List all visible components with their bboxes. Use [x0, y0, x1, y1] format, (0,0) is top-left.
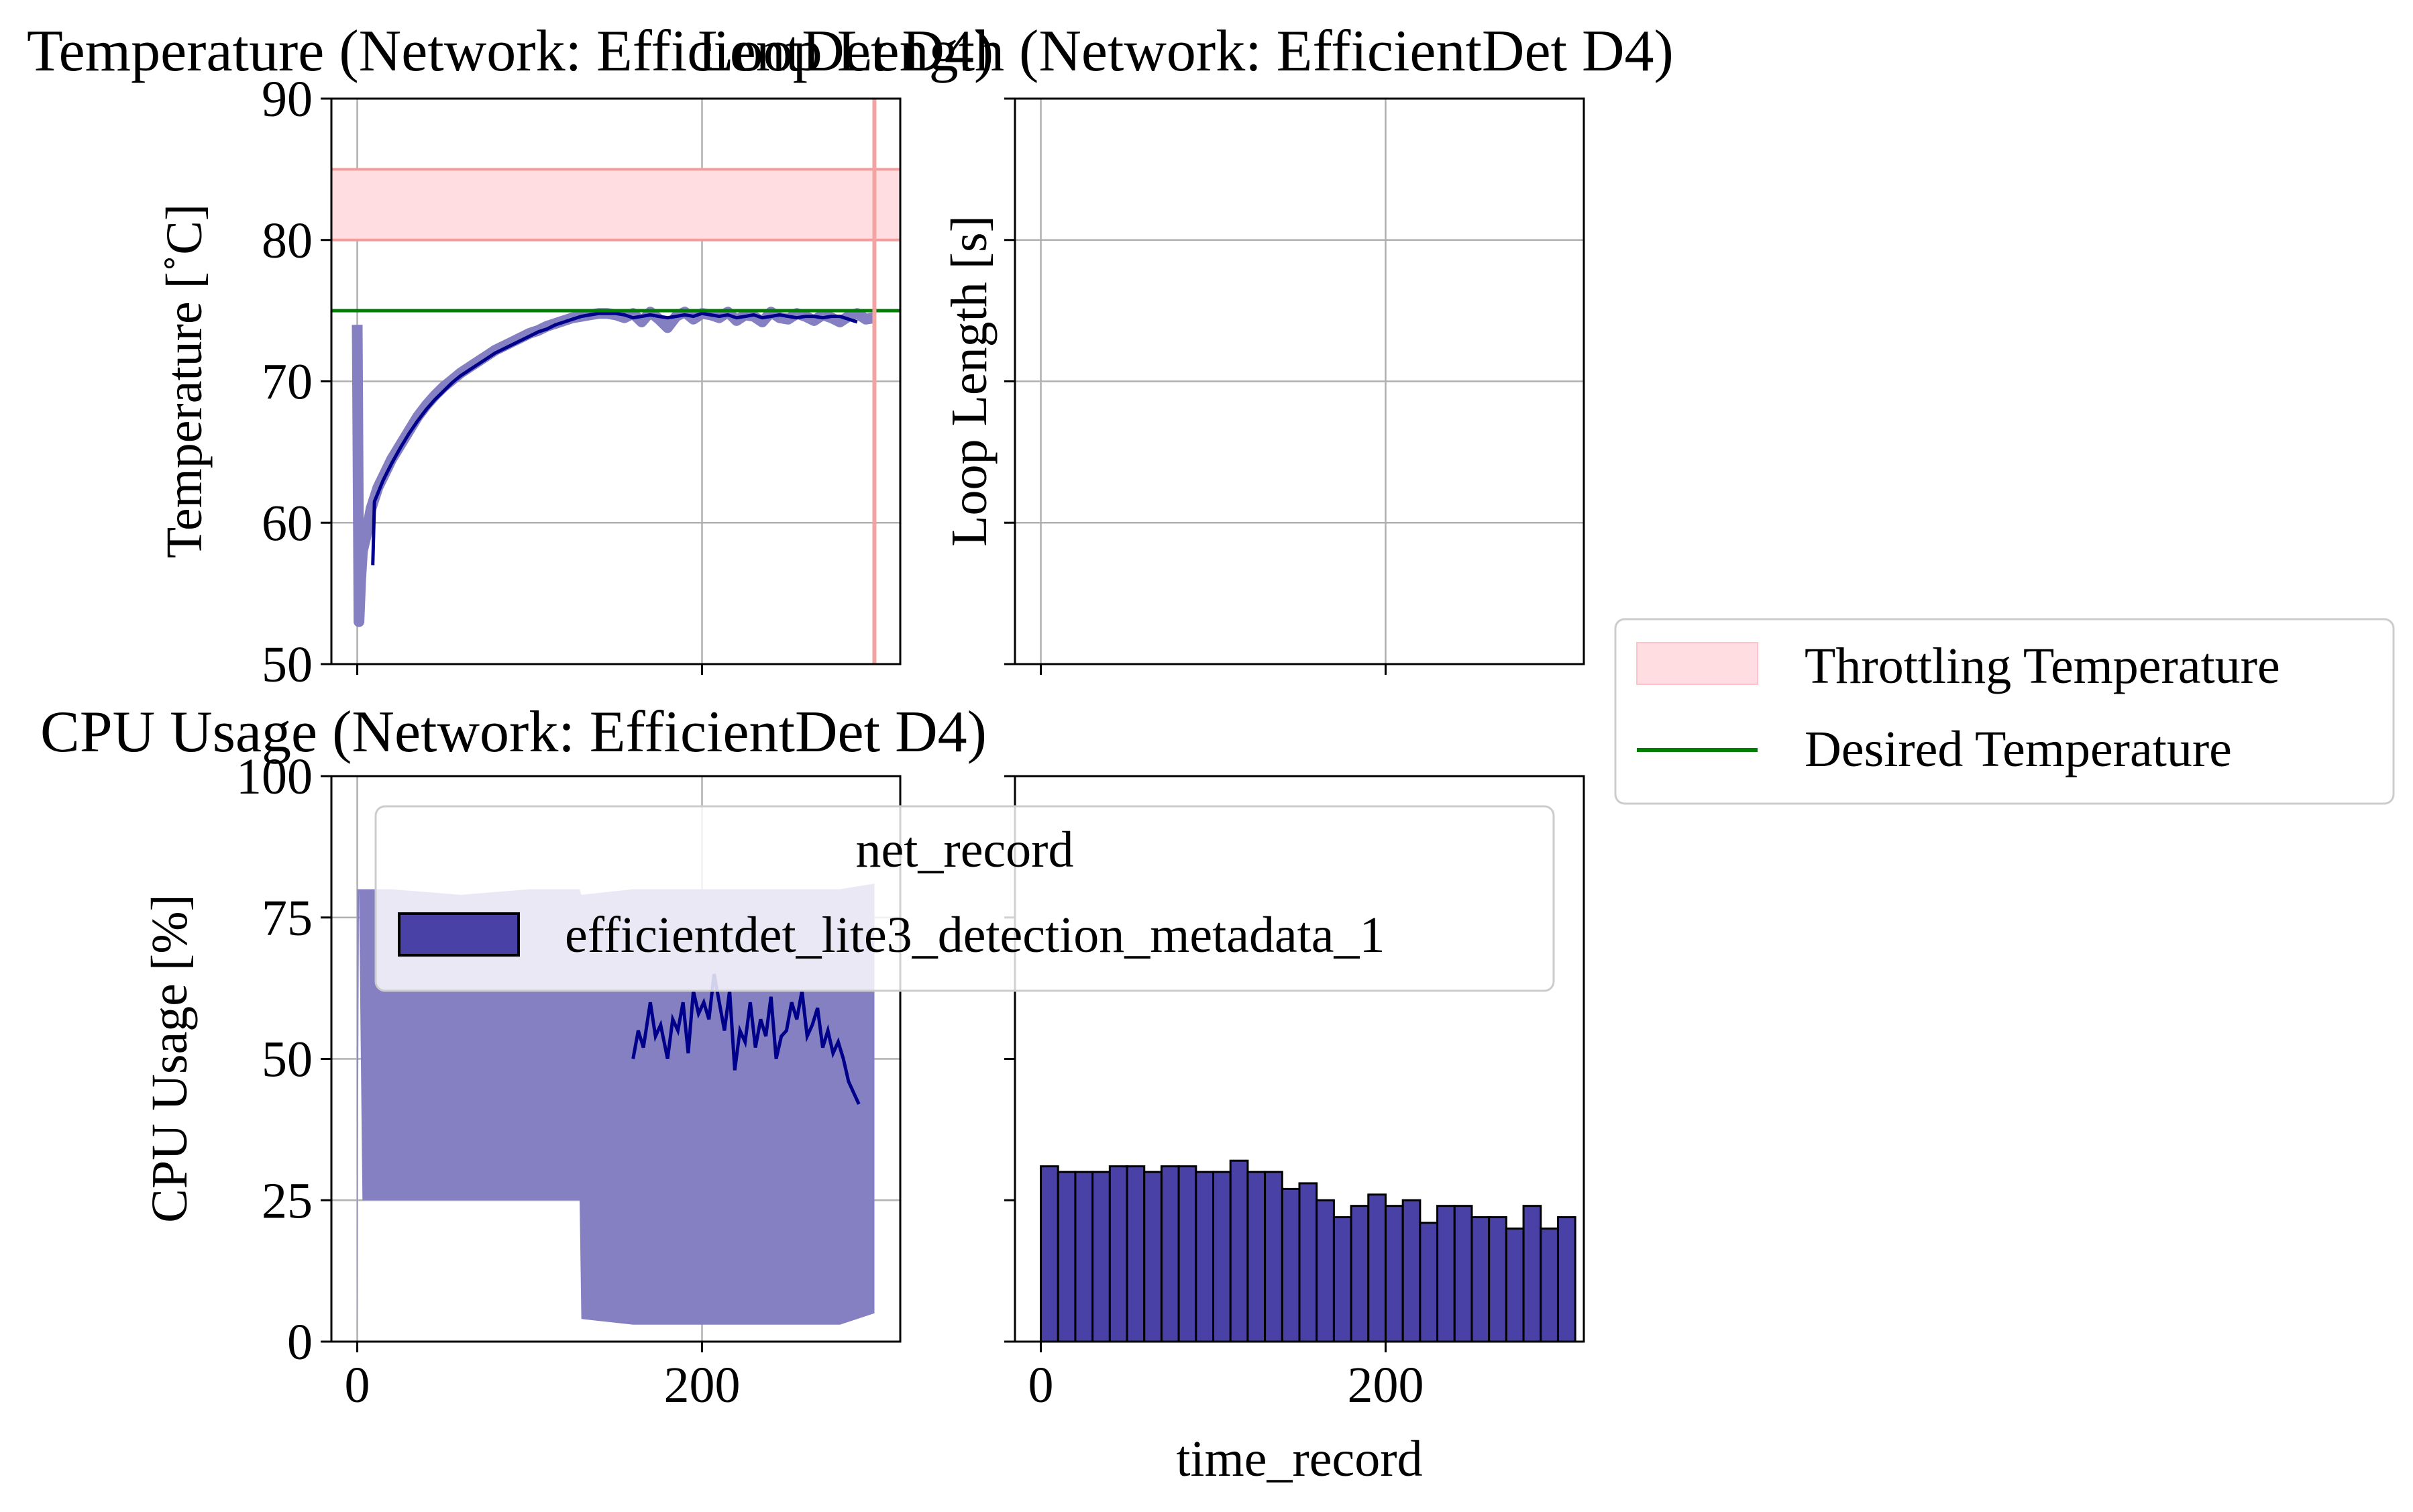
net-record-legend-label: efficientdet_lite3_detection_metadata_1: [565, 907, 1385, 963]
histogram-bar: [1419, 1222, 1439, 1343]
histogram-ticks: 0 200: [1004, 775, 1424, 1413]
histogram-bar: [1384, 1205, 1404, 1343]
temperature-panel: 50 60 70 80 90 Temperature [˚C] Temperature …: [27, 19, 994, 693]
desired-temperature-legend-label: Desired Temperature: [1805, 721, 2232, 777]
temperature-y-tick-label: 90: [262, 71, 313, 127]
loop-length-panel: Loop Length [s] Loop Length (Network: Ef…: [698, 19, 1674, 675]
loop-length-y-axis-label: Loop Length [s]: [941, 215, 998, 547]
histogram-bar: [1195, 1171, 1215, 1343]
temperature-ticks: 50 60 70 80 90: [262, 71, 703, 693]
histogram-bar: [1522, 1205, 1542, 1343]
histogram-bar: [1332, 1216, 1352, 1343]
histogram-bar: [1436, 1205, 1456, 1343]
histogram-bar: [1540, 1227, 1559, 1343]
cpu-usage-smoothed-series: [631, 973, 861, 1105]
histogram-bar: [1281, 1187, 1301, 1343]
loop-length-ticks: [1004, 97, 1387, 675]
histogram-bar: [1488, 1216, 1507, 1343]
histogram-bar: [1091, 1171, 1111, 1343]
histogram-bar: [1177, 1165, 1197, 1343]
histogram-bar: [1350, 1205, 1370, 1343]
cpu-usage-x-tick-label: 0: [345, 1357, 370, 1413]
cpu-usage-y-tick-label: 50: [262, 1032, 313, 1088]
histogram-bar: [1401, 1199, 1422, 1343]
histogram-bar: [1505, 1227, 1525, 1343]
histogram-bar: [1264, 1171, 1283, 1343]
net-record-legend-swatch: [398, 912, 520, 957]
cpu-usage-ticks: 0 200 0 25 50 75 100: [236, 749, 740, 1413]
temperature-y-tick-label: 70: [262, 354, 313, 411]
histogram-bar: [1298, 1182, 1318, 1343]
histogram-bar: [1143, 1171, 1163, 1343]
temperature-y-tick-label: 80: [262, 213, 313, 269]
net-record-legend-title: net_record: [856, 822, 1074, 878]
histogram-bar: [1367, 1193, 1387, 1343]
histogram-x-tick-label: 0: [1028, 1357, 1054, 1413]
net-record-legend: net_record efficientdet_lite3_detection_…: [374, 805, 1555, 992]
cpu-usage-x-tick-label: 200: [663, 1357, 740, 1413]
histogram-bar: [1040, 1165, 1059, 1343]
histogram-bar: [1316, 1199, 1335, 1343]
histogram-bar: [1074, 1171, 1094, 1343]
temperature-y-tick-label: 50: [262, 637, 313, 693]
temperature-legend: Throttling Temperature Desired Temperatu…: [1614, 618, 2395, 805]
net-record-legend-box: [374, 805, 1555, 992]
histogram-bar: [1160, 1165, 1180, 1343]
throttling-temperature-legend-swatch: [1636, 642, 1758, 685]
histogram-bar: [1229, 1159, 1249, 1343]
histogram-bar: [1556, 1216, 1576, 1343]
cpu-usage-raw-band: [357, 883, 875, 1342]
histogram-x-axis-label: time_record: [1176, 1431, 1422, 1487]
histogram-x-tick-label: 200: [1347, 1357, 1424, 1413]
temperature-legend-box: [1614, 618, 2395, 805]
temperature-y-tick-label: 60: [262, 495, 313, 551]
cpu-usage-y-axis-label: CPU Usage [%]: [142, 894, 198, 1223]
temperature-y-axis-label: Temperature [˚C]: [156, 204, 213, 559]
throttling-temperature-legend-label: Throttling Temperature: [1805, 638, 2280, 694]
histogram-bar: [1212, 1171, 1232, 1343]
cpu-usage-y-tick-label: 100: [236, 749, 313, 805]
cpu-usage-y-tick-label: 25: [262, 1173, 313, 1229]
histogram-bar: [1126, 1165, 1146, 1343]
loop-length-title: Loop Length (Network: EfficientDet D4): [698, 19, 1674, 84]
histogram-bar: [1108, 1165, 1128, 1343]
temperature-smoothed-series: [371, 311, 858, 565]
cpu-usage-y-tick-label: 75: [262, 890, 313, 947]
histogram-bar: [1246, 1171, 1267, 1343]
throttling-temperature-band: [331, 169, 900, 240]
cpu-usage-title: CPU Usage (Network: EfficientDet D4): [40, 700, 987, 765]
histogram-bar: [1057, 1171, 1077, 1343]
histogram-bar: [1470, 1216, 1491, 1343]
histogram-bar: [1453, 1205, 1473, 1343]
cpu-usage-y-tick-label: 0: [287, 1314, 313, 1370]
temperature-title: Temperature (Network: EfficientDet D4): [27, 19, 994, 84]
